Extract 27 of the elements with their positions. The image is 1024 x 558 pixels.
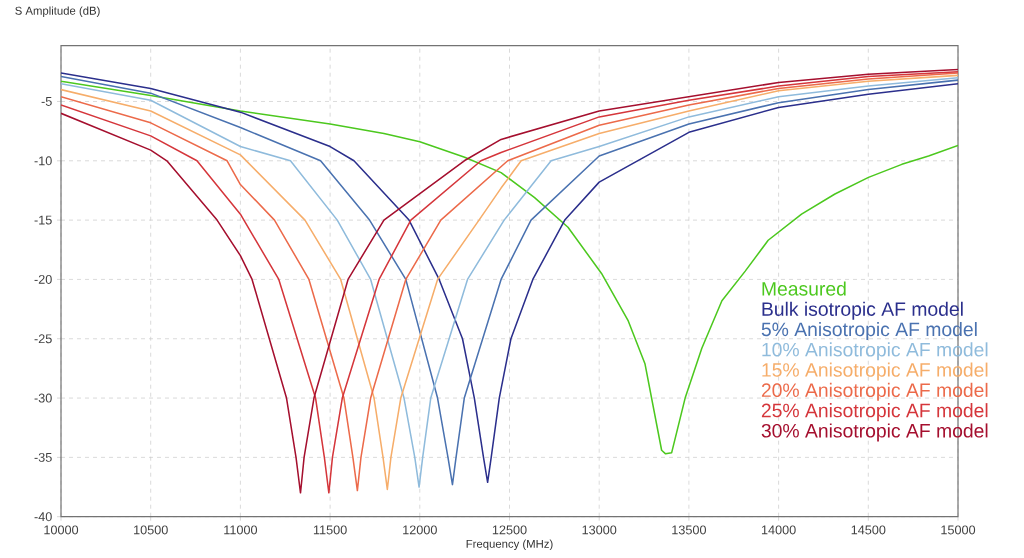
text: 30% Anisotropic AF model <box>761 423 988 442</box>
text: 25% Anisotropic AF model <box>761 403 988 422</box>
y-tick-label: -15 <box>34 215 52 225</box>
y-axis-title: S Amplitude (dB) <box>15 6 100 17</box>
y-tick-label: -35 <box>34 452 52 462</box>
x-tick-label: 13500 <box>672 525 707 535</box>
text: Bulk isotropic AF model <box>762 301 963 320</box>
x-tick-label: 12500 <box>492 525 527 535</box>
text: 20% Anisotropic AF model <box>761 382 988 401</box>
y-tick-label: -10 <box>34 156 52 166</box>
x-axis-title: Frequency (MHz) <box>466 539 553 551</box>
y-tick-label: -5 <box>41 97 52 106</box>
x-tick-label: 12000 <box>403 525 437 535</box>
y-tick-label: -30 <box>34 393 52 403</box>
x-tick-label: 11500 <box>313 525 347 535</box>
y-tick-label: -40 <box>34 512 52 522</box>
y-tick-label: -25 <box>34 334 52 344</box>
x-tick-label: 14500 <box>851 525 886 535</box>
text: 5% Anisotropic AF model <box>761 322 977 341</box>
x-tick-label: 15000 <box>941 525 976 535</box>
x-tick-label: 11000 <box>224 525 258 535</box>
x-tick-label: 10000 <box>44 525 79 535</box>
x-tick-label: 14000 <box>761 525 796 535</box>
y-tick-label: -20 <box>34 274 52 284</box>
x-tick-label: 13000 <box>582 525 617 535</box>
x-tick-label: 10500 <box>134 525 168 535</box>
series-label: Measured <box>762 281 846 296</box>
